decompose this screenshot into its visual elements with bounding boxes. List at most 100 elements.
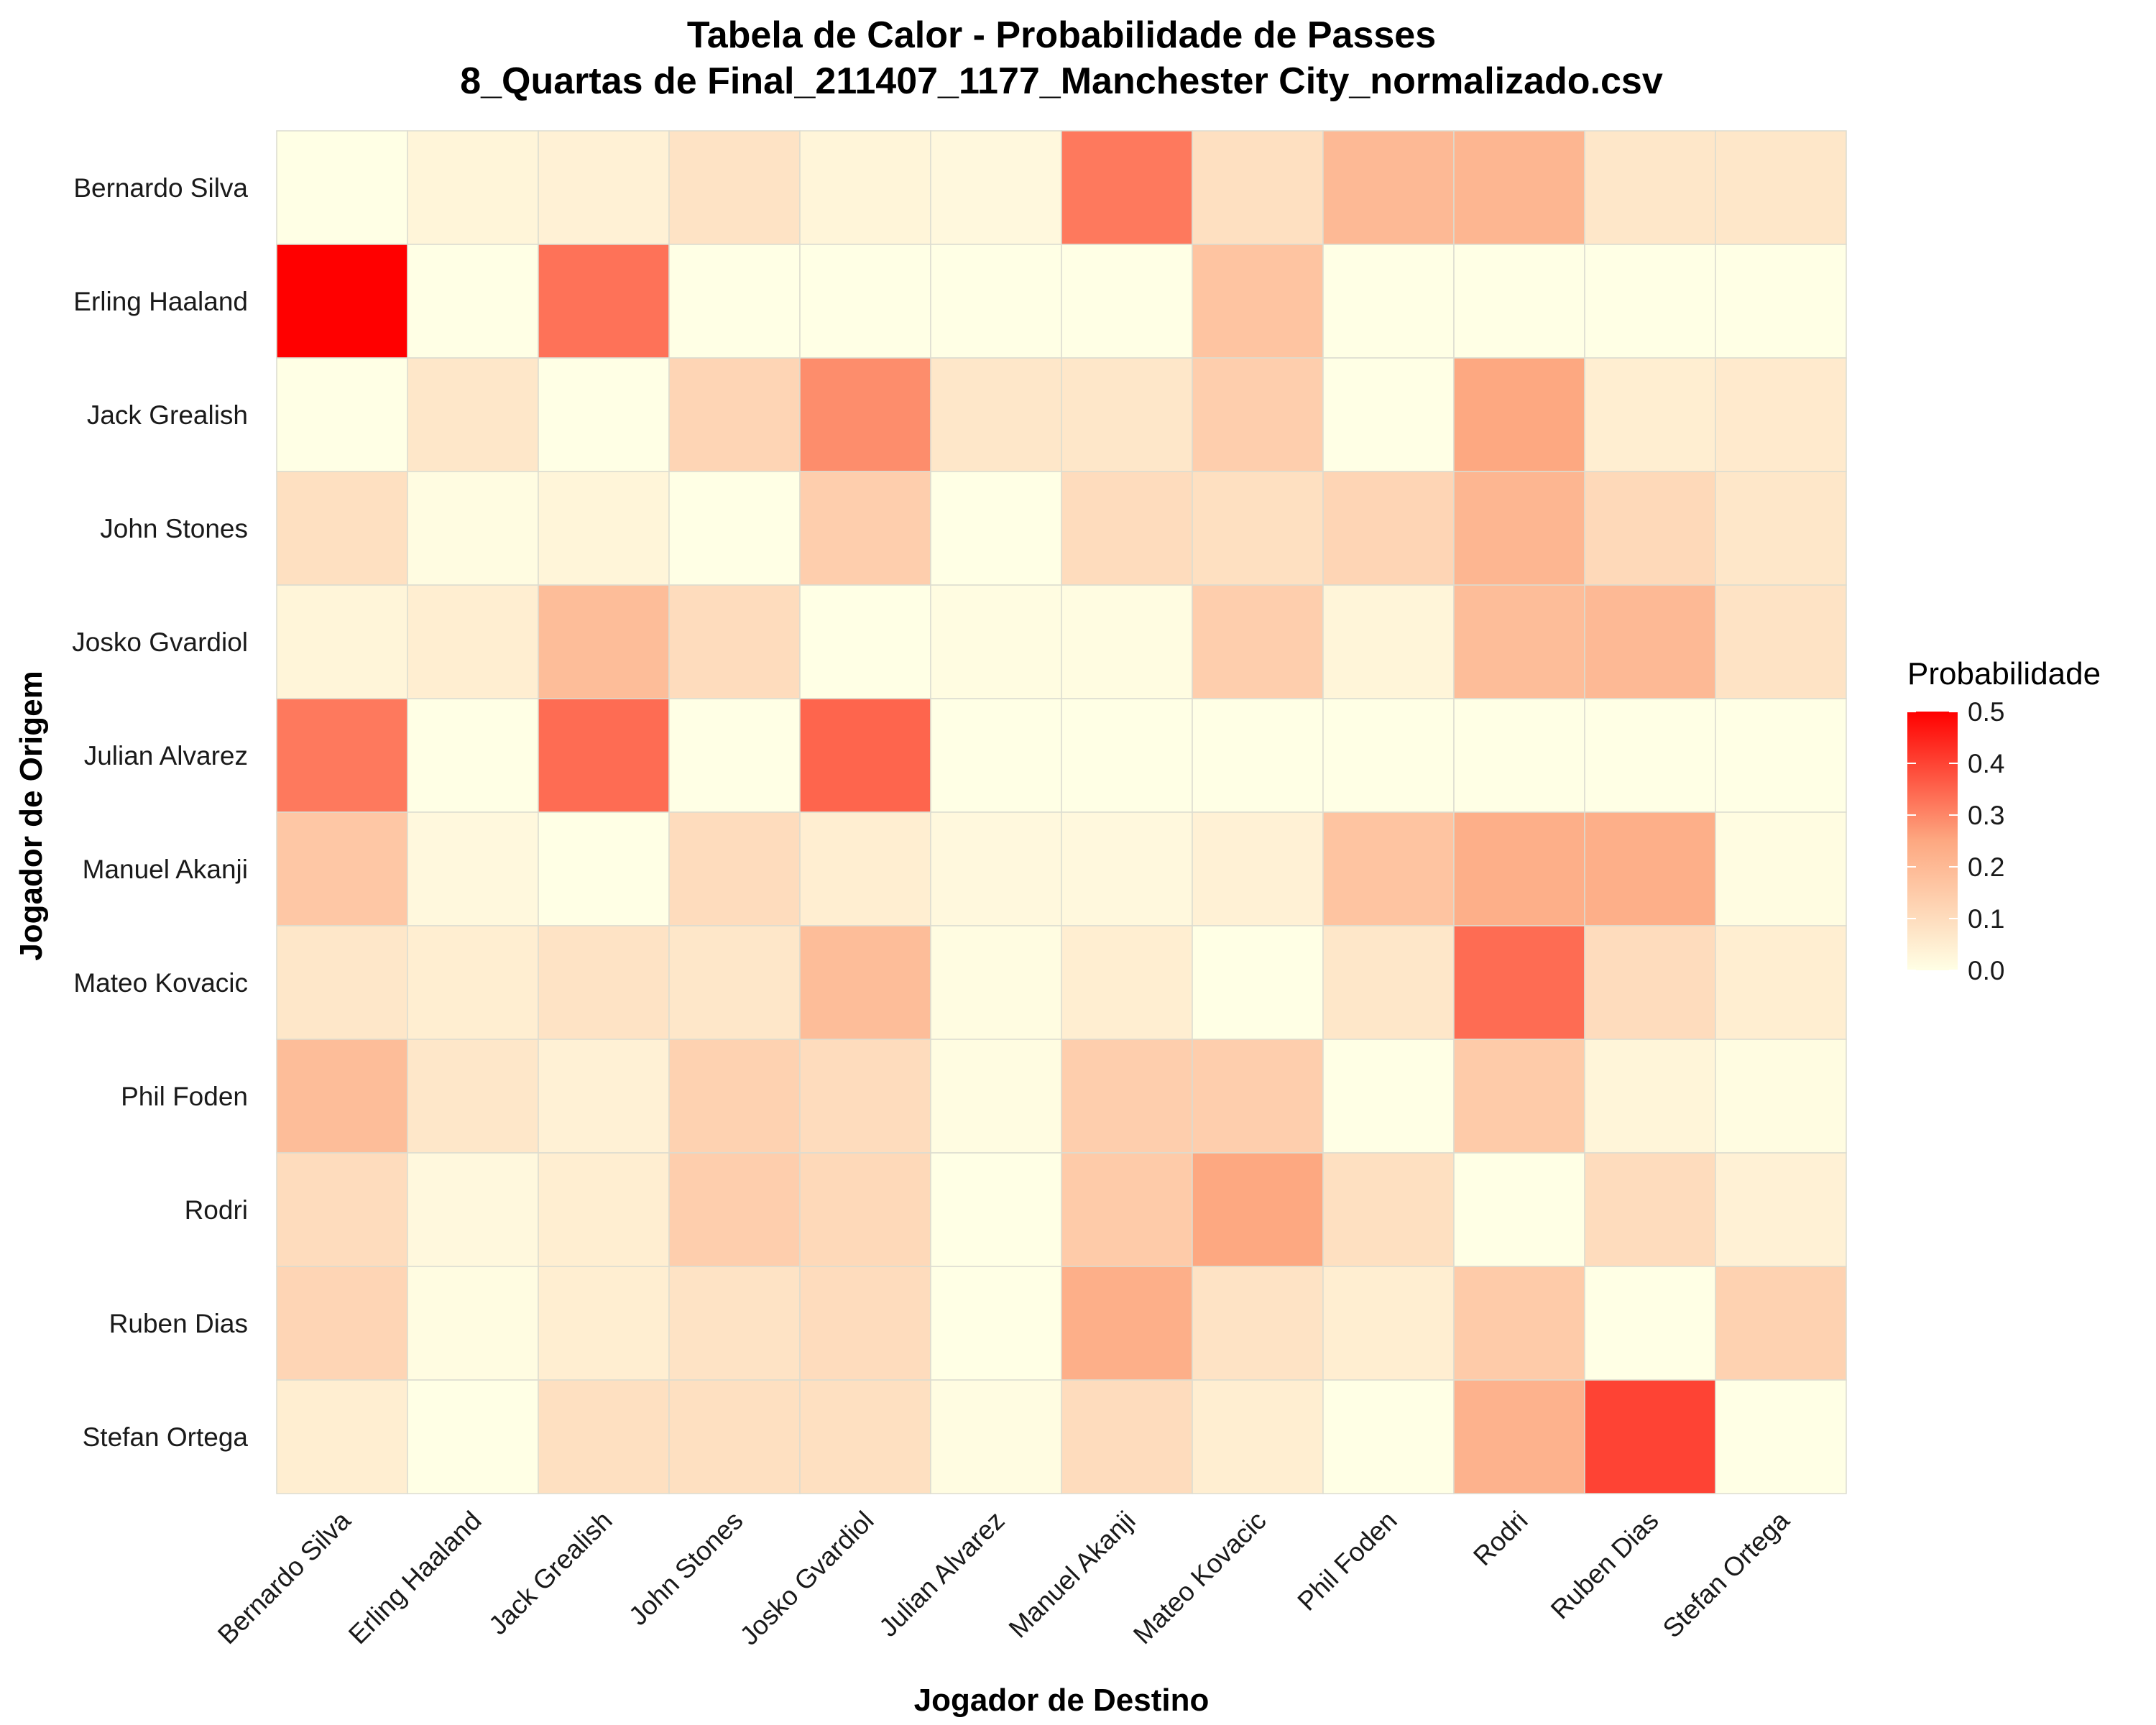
heatmap-cell-john-stones-to-john-stones [668, 471, 801, 586]
heatmap-cell-jack-grealish-to-julian-alvarez [930, 357, 1062, 472]
heatmap-cell-julian-alvarez-to-john-stones [668, 698, 801, 813]
heatmap-cell-rodri-to-julian-alvarez [930, 1152, 1062, 1267]
heatmap-cell-erling-haaland-to-julian-alvarez [930, 244, 1062, 359]
heatmap-cell-josko-gvardiol-to-mateo-kovacic [1192, 584, 1324, 699]
heatmap-cell-erling-haaland-to-manuel-akanji [1061, 244, 1193, 359]
heatmap-cell-josko-gvardiol-to-phil-foden [1322, 584, 1455, 699]
heatmap-cell-bernardo-silva-to-phil-foden [1322, 130, 1455, 245]
heatmap-cell-stefan-ortega-to-stefan-ortega [1715, 1379, 1847, 1494]
heatmap-cell-bernardo-silva-to-john-stones [668, 130, 801, 245]
heatmap-cell-rodri-to-erling-haaland [407, 1152, 539, 1267]
chart-subtitle: 8_Quartas de Final_211407_1177_Mancheste… [460, 60, 1663, 102]
heatmap-cell-erling-haaland-to-erling-haaland [407, 244, 539, 359]
legend-tick-label: 0.3 [1968, 801, 2004, 830]
heatmap-cell-stefan-ortega-to-bernardo-silva [276, 1379, 408, 1494]
heatmap-cell-john-stones-to-jack-grealish [538, 471, 670, 586]
heatmap-cell-julian-alvarez-to-bernardo-silva [276, 698, 408, 813]
heatmap-cell-julian-alvarez-to-erling-haaland [407, 698, 539, 813]
heatmap-cell-ruben-dias-to-julian-alvarez [930, 1266, 1062, 1381]
heatmap-cell-phil-foden-to-rodri [1453, 1039, 1585, 1154]
legend-colorbar [1907, 712, 1958, 970]
heatmap-cell-rodri-to-manuel-akanji [1061, 1152, 1193, 1267]
y-tick-label: Ruben Dias [109, 1309, 248, 1338]
heatmap-cell-stefan-ortega-to-rodri [1453, 1379, 1585, 1494]
heatmap-cell-erling-haaland-to-ruben-dias [1584, 244, 1716, 359]
heatmap-cell-jack-grealish-to-rodri [1453, 357, 1585, 472]
heatmap-cell-bernardo-silva-to-jack-grealish [538, 130, 670, 245]
y-tick-label: Mateo Kovacic [73, 968, 248, 998]
heatmap-cell-erling-haaland-to-josko-gvardiol [799, 244, 931, 359]
heatmap-cell-stefan-ortega-to-julian-alvarez [930, 1379, 1062, 1494]
color-legend: Probabilidade 0.0 0.1 0.2 0.3 0.4 0.5 [1907, 656, 2101, 985]
heatmap-cell-rodri-to-bernardo-silva [276, 1152, 408, 1267]
heatmap-cell-john-stones-to-bernardo-silva [276, 471, 408, 586]
heatmap-cell-josko-gvardiol-to-josko-gvardiol [799, 584, 931, 699]
heatmap-cell-manuel-akanji-to-josko-gvardiol [799, 811, 931, 926]
heatmap-cell-jack-grealish-to-john-stones [668, 357, 801, 472]
y-tick-label: John Stones [100, 514, 248, 543]
legend-title: Probabilidade [1907, 656, 2101, 691]
heatmap-cell-rodri-to-phil-foden [1322, 1152, 1455, 1267]
heatmap-cell-erling-haaland-to-jack-grealish [538, 244, 670, 359]
heatmap-cell-julian-alvarez-to-stefan-ortega [1715, 698, 1847, 813]
heatmap-cell-josko-gvardiol-to-erling-haaland [407, 584, 539, 699]
y-tick-label: Stefan Ortega [83, 1422, 249, 1452]
heatmap-cell-mateo-kovacic-to-manuel-akanji [1061, 925, 1193, 1040]
heatmap-cell-stefan-ortega-to-john-stones [668, 1379, 801, 1494]
heatmap-cell-manuel-akanji-to-mateo-kovacic [1192, 811, 1324, 926]
heatmap-cell-julian-alvarez-to-rodri [1453, 698, 1585, 813]
y-tick-label: Jack Grealish [87, 400, 248, 430]
heatmap-cells [276, 130, 1847, 1494]
heatmap-cell-jack-grealish-to-ruben-dias [1584, 357, 1716, 472]
heatmap-cell-john-stones-to-manuel-akanji [1061, 471, 1193, 586]
heatmap-cell-stefan-ortega-to-jack-grealish [538, 1379, 670, 1494]
heatmap-cell-rodri-to-josko-gvardiol [799, 1152, 931, 1267]
heatmap-cell-erling-haaland-to-bernardo-silva [276, 244, 408, 359]
heatmap-cell-bernardo-silva-to-josko-gvardiol [799, 130, 931, 245]
legend-tick-label: 0.4 [1968, 749, 2004, 778]
y-axis-ticks: Bernardo Silva Erling Haaland Jack Grealis… [72, 173, 248, 1452]
legend-tick-label: 0.0 [1968, 956, 2004, 985]
heatmap-cell-jack-grealish-to-phil-foden [1322, 357, 1455, 472]
y-tick-label: Josko Gvardiol [72, 627, 248, 657]
heatmap-cell-julian-alvarez-to-ruben-dias [1584, 698, 1716, 813]
heatmap-cell-manuel-akanji-to-erling-haaland [407, 811, 539, 926]
heatmap-cell-josko-gvardiol-to-julian-alvarez [930, 584, 1062, 699]
heatmap-cell-mateo-kovacic-to-john-stones [668, 925, 801, 1040]
heatmap-cell-john-stones-to-phil-foden [1322, 471, 1455, 586]
heatmap-cell-manuel-akanji-to-julian-alvarez [930, 811, 1062, 926]
heatmap-cell-josko-gvardiol-to-john-stones [668, 584, 801, 699]
heatmap-cell-jack-grealish-to-bernardo-silva [276, 357, 408, 472]
heatmap-cell-phil-foden-to-manuel-akanji [1061, 1039, 1193, 1154]
heatmap-cell-ruben-dias-to-mateo-kovacic [1192, 1266, 1324, 1381]
heatmap-cell-ruben-dias-to-jack-grealish [538, 1266, 670, 1381]
heatmap-cell-manuel-akanji-to-john-stones [668, 811, 801, 926]
heatmap-cell-john-stones-to-stefan-ortega [1715, 471, 1847, 586]
heatmap-cell-josko-gvardiol-to-jack-grealish [538, 584, 670, 699]
heatmap-cell-mateo-kovacic-to-jack-grealish [538, 925, 670, 1040]
legend-tick-label: 0.2 [1968, 852, 2004, 882]
heatmap-cell-ruben-dias-to-john-stones [668, 1266, 801, 1381]
heatmap-cell-rodri-to-john-stones [668, 1152, 801, 1267]
legend-tick-label: 0.5 [1968, 697, 2004, 727]
heatmap-cell-john-stones-to-ruben-dias [1584, 471, 1716, 586]
heatmap-cell-julian-alvarez-to-phil-foden [1322, 698, 1455, 813]
heatmap-cell-erling-haaland-to-john-stones [668, 244, 801, 359]
heatmap-cell-rodri-to-stefan-ortega [1715, 1152, 1847, 1267]
heatmap-cell-phil-foden-to-phil-foden [1322, 1039, 1455, 1154]
heatmap-cell-bernardo-silva-to-manuel-akanji [1061, 130, 1193, 245]
heatmap-cell-bernardo-silva-to-bernardo-silva [276, 130, 408, 245]
x-axis-title: Jogador de Destino [914, 1683, 1210, 1718]
heatmap-cell-stefan-ortega-to-ruben-dias [1584, 1379, 1716, 1494]
heatmap-cell-john-stones-to-julian-alvarez [930, 471, 1062, 586]
legend-tick-label: 0.1 [1968, 904, 2004, 934]
heatmap-cell-erling-haaland-to-phil-foden [1322, 244, 1455, 359]
heatmap-cell-john-stones-to-josko-gvardiol [799, 471, 931, 586]
heatmap-cell-erling-haaland-to-rodri [1453, 244, 1585, 359]
heatmap-cell-phil-foden-to-john-stones [668, 1039, 801, 1154]
legend-ticks: 0.0 0.1 0.2 0.3 0.4 0.5 [1907, 697, 2004, 985]
heatmap-cell-josko-gvardiol-to-ruben-dias [1584, 584, 1716, 699]
heatmap-cell-ruben-dias-to-manuel-akanji [1061, 1266, 1193, 1381]
y-tick-label: Manuel Akanji [83, 855, 248, 884]
